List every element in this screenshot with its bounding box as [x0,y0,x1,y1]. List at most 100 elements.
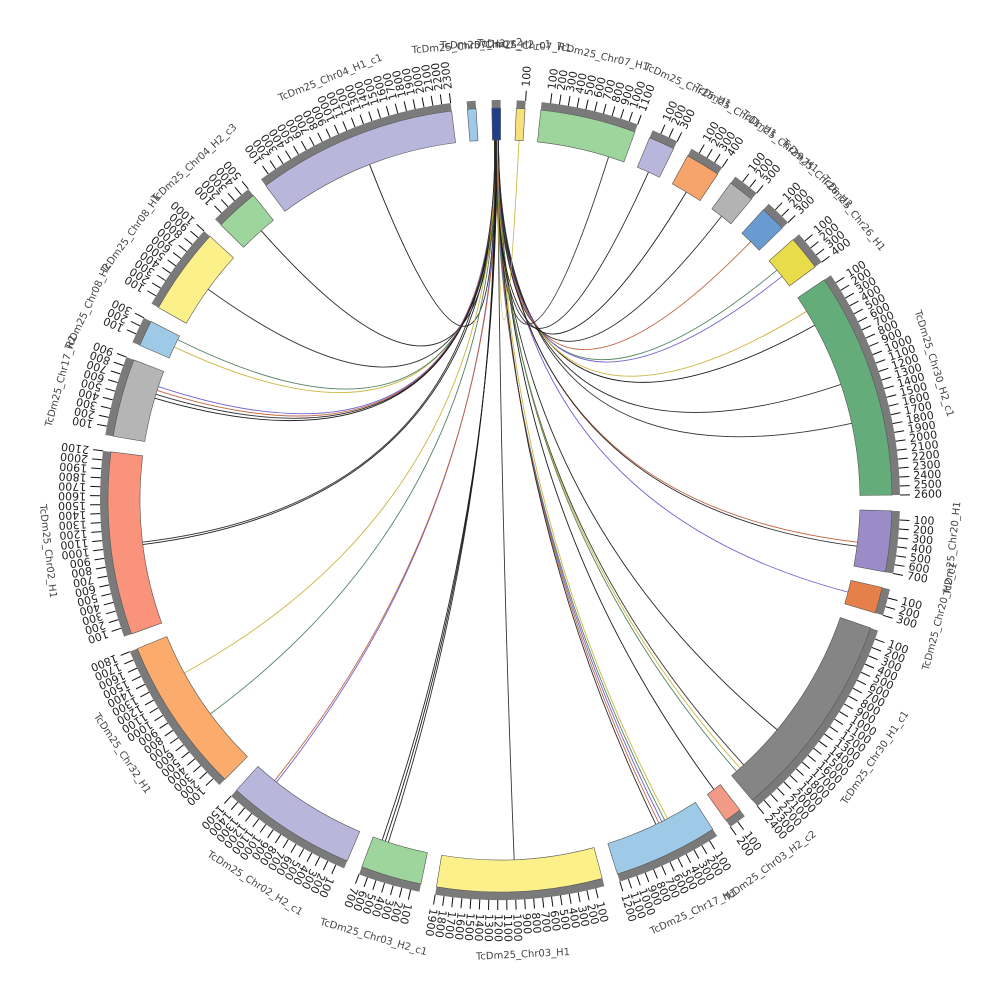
tick-label: 200 [83,618,107,637]
tick-mark [162,267,171,274]
tick-label: 1800 [390,69,409,99]
link-28 [496,140,737,772]
tick-mark [677,857,683,868]
link-9 [142,140,499,545]
tick-mark [585,99,589,110]
tick-mark [777,787,785,796]
tick-mark [92,540,103,543]
tick-label: 1400 [472,913,486,942]
tick-mark [524,899,526,910]
tick-label: 1100 [501,914,514,942]
tick-mark [839,711,849,718]
link-7 [155,140,497,419]
segment-arc [491,107,501,141]
link-25 [494,140,778,731]
segment-17: 1002003004005006007008009001000110012001… [89,636,248,808]
tick-mark [333,124,339,135]
tick-mark [890,412,901,416]
link-2 [207,140,497,368]
tick-mark [853,308,864,315]
tick-label: 100 [545,68,561,90]
tick-mark [611,106,616,117]
tick-mark [241,181,249,190]
tick-label: 600 [74,582,97,599]
tick-label: 500 [76,591,99,609]
tick-label: 1000 [510,913,524,941]
tick-mark [102,396,113,401]
segment-band [687,148,723,175]
tick-mark [898,528,909,531]
tick-mark [430,95,434,106]
tick-mark [381,882,386,893]
tick-mark [285,150,292,160]
tick-mark [558,94,562,105]
tick-mark [99,584,110,588]
tick-mark [292,145,299,155]
tick-label: 1600 [58,489,86,502]
tick-label: 1800 [905,409,935,427]
tick-mark [669,861,675,872]
tick-mark [448,93,452,104]
tick-mark [156,274,166,282]
tick-mark [874,638,885,644]
tick-label: 1600 [452,912,468,941]
tick-mark [451,897,454,908]
tick-mark [126,329,137,335]
tick-mark [234,186,242,196]
tick-mark [881,376,892,381]
tick-label: 2600 [914,487,942,500]
tick-mark [856,679,867,686]
tick-mark [813,747,822,755]
link-17 [381,140,498,841]
tick-label: 400 [77,385,101,403]
segment-arc [636,137,675,178]
tick-mark [186,758,196,766]
tick-mark [887,597,898,601]
tick-mark [390,885,394,896]
tick-mark [676,132,683,142]
tick-mark [90,522,101,524]
tick-mark [875,359,886,364]
tick-mark [403,101,407,112]
tick-mark [756,185,764,194]
tick-mark [385,105,390,116]
link-19 [497,140,668,819]
tick-mark [804,234,813,242]
tick-mark [421,97,425,108]
link-16 [384,140,497,842]
tick-mark [576,97,580,108]
tick-mark [774,202,783,211]
segment-name: TcDm25_Chr07_H1 [476,38,572,54]
tick-label: 300 [912,532,934,547]
tick-mark [282,839,289,849]
segment-arc [361,836,428,885]
tick-mark [807,754,816,763]
tick-mark [433,894,436,905]
tick-mark [412,99,416,110]
tick-mark [845,292,855,299]
tick-mark [849,300,859,307]
tick-mark [685,853,692,864]
tick-mark [660,124,666,134]
segment-arc [853,509,893,573]
link-20 [494,140,666,821]
segment-arc [158,235,235,324]
tick-mark [317,132,323,142]
tick-label: 600 [591,76,609,99]
tick-mark [801,761,811,770]
tick-mark [628,111,633,122]
tick-label: 2100 [60,440,89,456]
segment-name: TcDm25_Chr03_H1 [475,947,571,963]
tick-mark [871,646,882,652]
tick-mark [377,108,381,119]
segment-18: 1002003004005006007008009001000110012001… [37,440,163,646]
tick-mark [884,385,894,390]
tick-mark [134,312,145,319]
segment-band [105,357,134,437]
tick-mark [107,379,118,384]
tick-label: 2000 [409,65,427,95]
tick-label: 100 [593,900,611,924]
tick-mark [636,875,641,886]
